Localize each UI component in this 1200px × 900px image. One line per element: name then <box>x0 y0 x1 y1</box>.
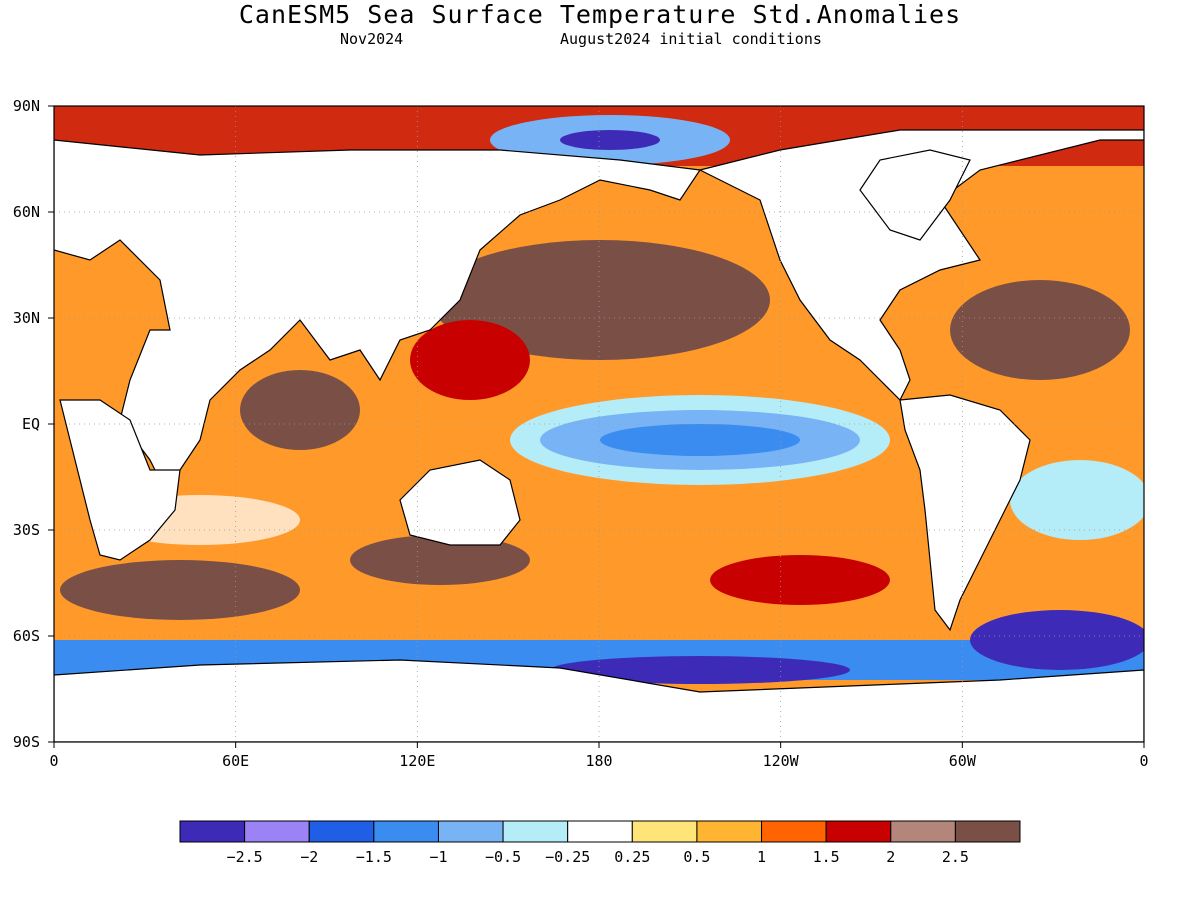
lon-label: 60W <box>949 752 977 770</box>
colorbar-label: −2 <box>300 848 318 866</box>
colorbar-label: −1 <box>429 848 447 866</box>
ross-cold-core <box>550 656 850 684</box>
colorbar-swatch <box>502 820 569 843</box>
colorbar-swatch <box>696 820 763 843</box>
lat-label: 90N <box>13 97 40 115</box>
spacific-warm <box>710 555 890 605</box>
colorbar-swatch <box>631 820 698 843</box>
colorbar-label: −2.5 <box>227 848 263 866</box>
lon-label: 180 <box>585 752 612 770</box>
colorbar-swatch <box>308 820 375 843</box>
natlantic-warm <box>950 280 1130 380</box>
colorbar-label: −0.5 <box>485 848 521 866</box>
colorbar-label: 2 <box>886 848 895 866</box>
graticule <box>54 106 1144 742</box>
npacific-warm <box>430 240 770 360</box>
colorbar-swatch <box>954 820 1021 843</box>
lon-label: 0 <box>1139 752 1148 770</box>
eurasia-land <box>54 139 702 481</box>
lat-label: 90S <box>13 733 40 751</box>
colorbar-swatch <box>890 820 956 843</box>
greenland-land <box>859 149 971 241</box>
initial-conditions: August2024 initial conditions <box>560 30 822 48</box>
australia-land <box>399 459 521 546</box>
lat-label: 60S <box>13 627 40 645</box>
forecast-month: Nov2024 <box>340 30 404 48</box>
lat-label: 30S <box>13 521 40 539</box>
colorbar-swatch <box>761 820 827 843</box>
colorbar-label: 0.5 <box>683 848 710 866</box>
colorbar-label: 2.5 <box>942 848 969 866</box>
colorbar-label: −0.25 <box>545 848 590 866</box>
south-america-land <box>899 394 1031 632</box>
colorbar-swatch <box>244 820 310 843</box>
colorbar-label: 1.5 <box>813 848 840 866</box>
africa-land <box>59 399 181 561</box>
colorbar-label: 0.25 <box>614 848 650 866</box>
colorbar-swatch <box>567 820 633 843</box>
lon-label: 60E <box>222 752 249 770</box>
lat-label: EQ <box>22 415 40 433</box>
lat-label: 30N <box>13 309 40 327</box>
colorbar: −2.5 −2 −1.5 −1 −0.5 −0.25 0.25 0.5 1 1.5 2 2.5 <box>179 820 1021 866</box>
colorbar-label: 1 <box>757 848 766 866</box>
colorbar-swatch <box>373 820 439 843</box>
satlantic-neutral <box>1010 460 1144 540</box>
north-america-land <box>698 129 1144 402</box>
arctic-cold-core <box>560 130 660 150</box>
cold-tongue-core <box>600 424 800 456</box>
wpacific-warm <box>410 320 530 400</box>
map-title: CanESM5 Sea Surface Temperature Std.Anom… <box>238 0 962 29</box>
lon-label: 0 <box>49 752 58 770</box>
colorbar-label: −1.5 <box>356 848 392 866</box>
indian-warm <box>240 370 360 450</box>
southern-cold-core <box>970 610 1144 670</box>
lon-label: 120E <box>399 752 435 770</box>
southern-warm-2 <box>350 535 530 585</box>
southern-warm-1 <box>60 560 300 620</box>
colorbar-swatch <box>179 820 246 843</box>
colorbar-swatch <box>825 820 892 843</box>
lat-label: 60N <box>13 203 40 221</box>
lon-label: 120W <box>763 752 800 770</box>
colorbar-swatch <box>437 820 504 843</box>
